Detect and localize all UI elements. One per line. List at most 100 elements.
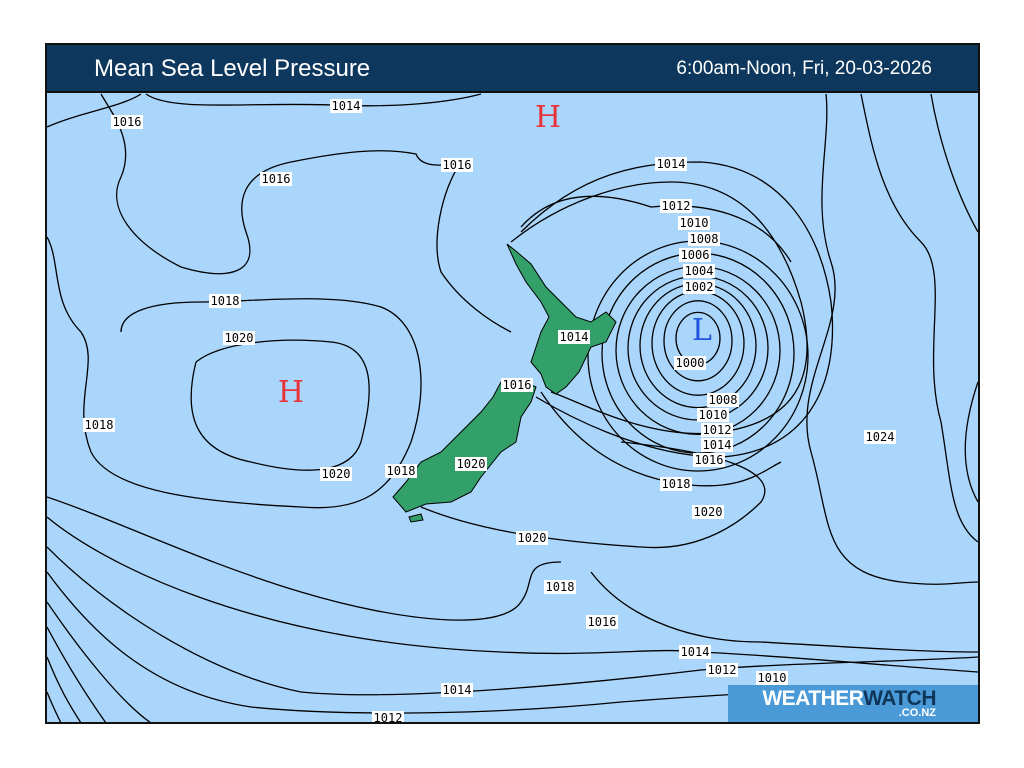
svg-text:1002: 1002 — [685, 280, 714, 294]
svg-text:1000: 1000 — [676, 356, 705, 370]
isobar-label: 1012 — [701, 423, 733, 437]
svg-text:1004: 1004 — [685, 264, 714, 278]
svg-text:1018: 1018 — [211, 294, 240, 308]
isobar-label: 1010 — [678, 216, 710, 230]
svg-text:1020: 1020 — [694, 505, 723, 519]
isobar-label: 1016 — [111, 115, 143, 129]
isobar-label: 1016 — [693, 453, 725, 467]
isobar-label: 1018 — [385, 464, 417, 478]
svg-text:1014: 1014 — [657, 157, 686, 171]
north-island — [506, 243, 617, 395]
logo-text: WEATHER — [762, 687, 864, 710]
isobar — [145, 93, 482, 107]
isobar-label: 1012 — [706, 663, 738, 677]
svg-text:1018: 1018 — [85, 418, 114, 432]
isobar-label: 1020 — [320, 467, 352, 481]
svg-text:1014: 1014 — [703, 438, 732, 452]
isobar-label: 1000 — [674, 356, 706, 370]
isobar-label: 1024 — [864, 430, 896, 444]
high-pressure-centre: H — [278, 375, 304, 410]
isobar — [930, 93, 978, 233]
isobar — [47, 236, 422, 509]
svg-text:1020: 1020 — [518, 531, 547, 545]
svg-text:1012: 1012 — [374, 711, 403, 724]
stewart-island — [408, 513, 424, 523]
isobar-label: 1006 — [679, 248, 711, 262]
svg-text:1014: 1014 — [443, 683, 472, 697]
isobar — [47, 691, 62, 722]
isobar — [47, 546, 978, 696]
svg-text:1008: 1008 — [690, 232, 719, 246]
svg-text:1010: 1010 — [680, 216, 709, 230]
logo-text: WATCH — [863, 687, 936, 710]
svg-text:1016: 1016 — [262, 172, 291, 186]
isobar — [47, 626, 107, 722]
isobar — [47, 93, 142, 128]
isobar-label: 1012 — [372, 711, 404, 724]
svg-text:1016: 1016 — [113, 115, 142, 129]
isobar — [806, 93, 978, 585]
isobar — [420, 441, 766, 549]
isobar-label: 1004 — [683, 264, 715, 278]
svg-text:1016: 1016 — [443, 158, 472, 172]
map-title: Mean Sea Level Pressure — [94, 55, 371, 82]
svg-text:1014: 1014 — [332, 99, 361, 113]
isobar-label: 1002 — [683, 280, 715, 294]
map-header: Mean Sea Level Pressure 6:00am-Noon, Fri… — [47, 45, 978, 93]
isobar-label: 1018 — [83, 418, 115, 432]
svg-text:1018: 1018 — [387, 464, 416, 478]
forecast-period: 6:00am-Noon, Fri, 20-03-2026 — [676, 58, 932, 79]
isobar-label: 1020 — [223, 331, 255, 345]
isobar — [47, 656, 82, 722]
isobar — [510, 181, 808, 435]
svg-text:1024: 1024 — [866, 430, 895, 444]
isobar — [663, 300, 733, 382]
svg-text:1016: 1016 — [503, 378, 532, 392]
svg-text:1012: 1012 — [703, 423, 732, 437]
svg-text:1010: 1010 — [699, 408, 728, 422]
isobar — [627, 275, 769, 421]
isobar — [47, 496, 562, 621]
isobar — [860, 93, 978, 543]
isobar — [590, 571, 978, 653]
isobar-label: 1016 — [586, 615, 618, 629]
isobar-label: 1018 — [660, 477, 692, 491]
svg-text:1018: 1018 — [662, 477, 691, 491]
map-frame: Mean Sea Level Pressure 6:00am-Noon, Fri… — [45, 43, 980, 724]
svg-text:1008: 1008 — [709, 393, 738, 407]
south-island — [392, 379, 537, 513]
isobar-label: 1016 — [260, 172, 292, 186]
isobar-label: 1020 — [516, 531, 548, 545]
svg-text:1016: 1016 — [588, 615, 617, 629]
svg-text:1012: 1012 — [708, 663, 737, 677]
svg-text:1010: 1010 — [758, 671, 787, 685]
isobar-label: 1008 — [707, 393, 739, 407]
isobar-label: 1014 — [655, 157, 687, 171]
isobar — [47, 516, 978, 673]
isobar — [964, 381, 978, 503]
isobar-label: 1012 — [660, 199, 692, 213]
svg-text:1020: 1020 — [457, 457, 486, 471]
svg-text:1018: 1018 — [546, 580, 575, 594]
isobar-label: 1014 — [679, 645, 711, 659]
svg-text:1020: 1020 — [322, 467, 351, 481]
isobar-label: 1014 — [558, 330, 590, 344]
isobar — [47, 601, 151, 722]
isobar-label: 1014 — [441, 683, 473, 697]
isobar-label: 1016 — [441, 158, 473, 172]
isobar-label: 1020 — [692, 505, 724, 519]
weatherwatch-logo[interactable]: WEATHERWATCH .CO.NZ — [728, 685, 978, 722]
isobar — [100, 93, 512, 333]
isobar-label: 1010 — [756, 671, 788, 685]
isobar-label: 1008 — [688, 232, 720, 246]
isobar — [190, 339, 370, 471]
svg-text:1016: 1016 — [695, 453, 724, 467]
svg-text:1020: 1020 — [225, 331, 254, 345]
isobar-label: 1010 — [697, 408, 729, 422]
svg-text:1014: 1014 — [681, 645, 710, 659]
svg-text:1006: 1006 — [681, 248, 710, 262]
logo-domain: .CO.NZ — [898, 707, 936, 719]
low-pressure-centre: L — [692, 313, 712, 348]
high-pressure-centre: H — [535, 100, 561, 135]
